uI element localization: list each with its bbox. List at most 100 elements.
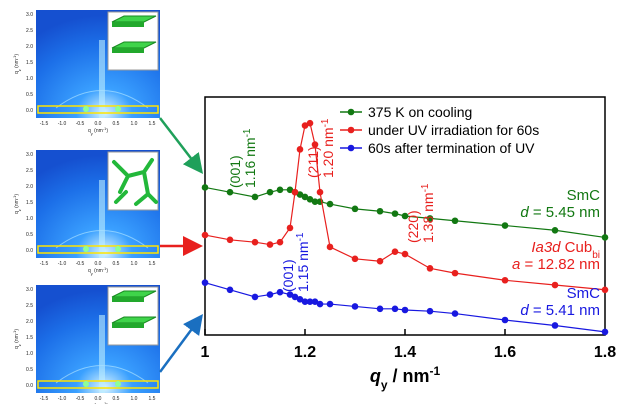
data-point [292, 189, 299, 196]
data-point [317, 189, 324, 196]
phase-param: d = 5.45 nm [520, 204, 600, 221]
panel-y-tick-label: 3.0 [26, 12, 33, 18]
panel-y-tick-label: 1.5 [26, 335, 33, 341]
phase-part: Cub [561, 239, 593, 256]
data-point [317, 301, 324, 308]
phase-part: SmC [567, 187, 601, 204]
panel-x-tick-label: 0.0 [95, 261, 102, 267]
x-tick-label: 1.8 [594, 344, 616, 361]
panel-x-tick-label: -0.5 [76, 396, 85, 402]
panel-y-tick-label: 0.0 [26, 383, 33, 389]
panel-x-tick-label: 0.5 [113, 261, 120, 267]
panel-y-tick-label: 1.5 [26, 200, 33, 206]
panel-x-tick-label: 1.0 [131, 121, 138, 127]
annotation-sup: -1 [295, 232, 306, 241]
phase-part: = 5.45 nm [529, 204, 600, 221]
legend-marker [348, 145, 355, 152]
phase-name: SmC [567, 187, 601, 204]
x-tick-label: 1 [201, 344, 210, 361]
annotation-text: 1.16 nm [242, 137, 258, 188]
x-tick-label: 1.6 [494, 344, 516, 361]
x-tick-label: 1.4 [394, 344, 416, 361]
figure: 3.02.52.01.51.00.50.0-1.5-1.0-0.50.00.51… [0, 0, 621, 404]
panel-y-tick-label: 0.5 [26, 367, 33, 373]
data-point [327, 201, 334, 208]
data-point [297, 146, 304, 153]
annotation-value: 1.16 nm-1 [242, 128, 259, 188]
data-point [277, 239, 284, 246]
annotation-sup: -1 [242, 128, 253, 137]
data-point [287, 225, 294, 232]
panel-x-tick-label: -1.0 [58, 396, 67, 402]
annotation-value: 1.20 nm-1 [320, 118, 337, 178]
gisaxs-panels: 3.02.52.01.51.00.50.0-1.5-1.0-0.50.00.51… [12, 10, 161, 404]
panel-y-tick-label: 3.0 [26, 152, 33, 158]
panel-x-tick-label: 0.0 [95, 396, 102, 402]
panel-y-tick-label: 0.0 [26, 248, 33, 254]
gisaxs-panel: 3.02.52.01.51.00.50.0-1.5-1.0-0.50.00.51… [12, 285, 161, 404]
label-part: (nm [93, 268, 103, 274]
data-point [502, 277, 509, 284]
data-point [502, 222, 509, 229]
annotation-text: 1.15 nm [295, 241, 311, 292]
legend-label: 60s after termination of UV [368, 140, 535, 156]
panel-y-label: qz (nm-1) [12, 54, 22, 74]
data-point [552, 282, 559, 289]
spot [83, 106, 89, 112]
panel-y-tick-label: 2.0 [26, 184, 33, 190]
data-point [502, 317, 509, 324]
layer-edge [112, 323, 144, 328]
data-point [352, 256, 359, 263]
data-point [452, 270, 459, 277]
layer-edge [112, 48, 144, 53]
panel-y-tick-label: 0.0 [26, 108, 33, 114]
panel-x-tick-label: 1.5 [149, 261, 156, 267]
panel-y-tick-label: 3.0 [26, 287, 33, 293]
phase-param: d = 5.41 nm [520, 302, 600, 319]
data-point [307, 120, 314, 127]
layer-edge [112, 22, 144, 27]
data-point [327, 301, 334, 308]
data-point [227, 237, 234, 244]
phase-part: = 5.41 nm [529, 302, 600, 319]
data-point [352, 303, 359, 310]
panel-x-tick-label: 1.5 [149, 121, 156, 127]
legend-marker [348, 109, 355, 116]
legend-label: under UV irradiation for 60s [368, 122, 539, 138]
label-part: ) [106, 268, 108, 274]
data-point [602, 329, 609, 336]
panel-y-label: qz (nm-1) [12, 329, 22, 349]
panel-x-tick-label: -1.5 [40, 396, 49, 402]
annotation-sup: -1 [320, 118, 331, 127]
phase-part: a [512, 256, 520, 273]
label-part: (nm [14, 59, 20, 69]
data-point [602, 234, 609, 241]
data-point [452, 217, 459, 224]
data-point [227, 189, 234, 196]
annotation-index: (001) [227, 155, 243, 188]
label-part: ) [14, 329, 20, 331]
panel-y-label: qz (nm-1) [12, 194, 22, 214]
data-point [252, 194, 259, 201]
panel-x-tick-label: -0.5 [76, 261, 85, 267]
panel-x-tick-label: 1.5 [149, 396, 156, 402]
panel-y-tick-label: 1.0 [26, 351, 33, 357]
data-point [252, 239, 259, 246]
panel-y-tick-label: 0.5 [26, 232, 33, 238]
panel-x-tick-label: 1.0 [131, 261, 138, 267]
panel-y-tick-label: 2.0 [26, 319, 33, 325]
x-axis-label: qy / nm-1 [370, 364, 441, 392]
data-point [277, 187, 284, 194]
gisaxs-panel: 3.02.52.01.51.00.50.0-1.5-1.0-0.50.00.51… [12, 10, 161, 136]
panel-x-tick-label: -1.0 [58, 261, 67, 267]
label-part: (nm [14, 334, 20, 344]
spot [115, 246, 121, 252]
annotation-text: 1.20 nm [320, 127, 336, 178]
label-part: ) [106, 128, 108, 134]
panel-x-tick-label: -0.5 [76, 121, 85, 127]
panel-x-label: qy (nm-1) [88, 126, 108, 136]
legend-label: 375 K on cooling [368, 104, 472, 120]
annotation-value: 1.38 nm-1 [420, 183, 437, 243]
annotation-index: (220) [405, 210, 421, 243]
data-point [427, 265, 434, 272]
